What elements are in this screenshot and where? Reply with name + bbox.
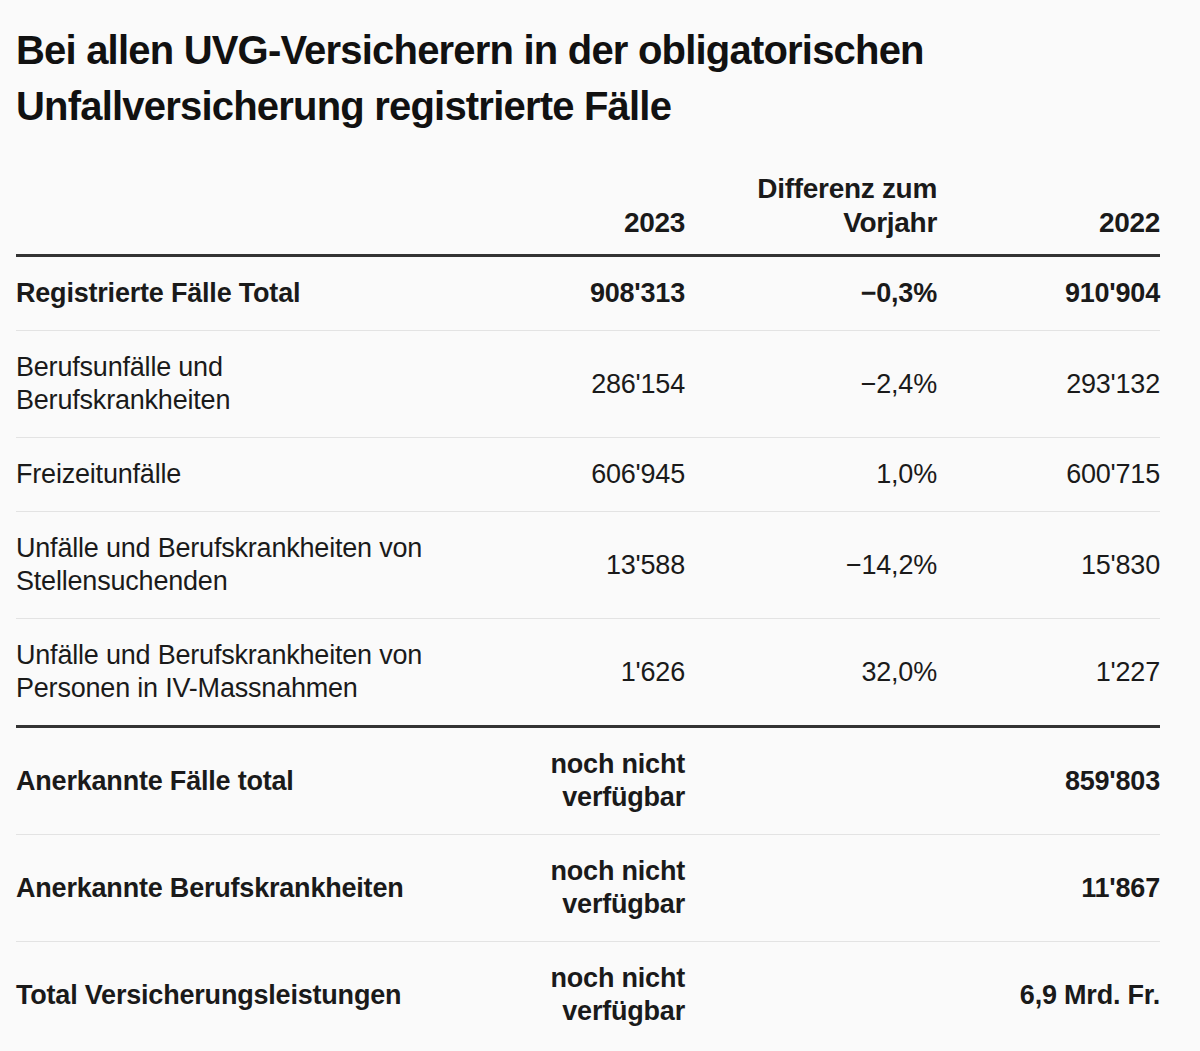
cell-2023: 13'588: [456, 512, 685, 619]
col-header-diff: Differenz zum Vorjahr: [685, 172, 937, 256]
col-header-2022: 2022: [937, 172, 1160, 256]
cell-2023: 1'626: [456, 619, 685, 727]
table-row: Anerkannte Fälle total noch nicht verfüg…: [16, 727, 1160, 835]
table-row: Unfälle und Berufskrankheiten von Person…: [16, 619, 1160, 727]
table-row: Unfälle und Berufskrankheiten von Stelle…: [16, 512, 1160, 619]
cell-diff: −2,4%: [685, 331, 937, 438]
cell-2022: 600'715: [937, 438, 1160, 512]
cell-diff: [685, 727, 937, 835]
cell-diff: [685, 835, 937, 942]
table-row: Freizeitunfälle 606'945 1,0% 600'715: [16, 438, 1160, 512]
table-row: Total Versicherungsleistungen noch nicht…: [16, 942, 1160, 1049]
cell-diff: −14,2%: [685, 512, 937, 619]
page: Bei allen UVG-Versicherern in der obliga…: [0, 0, 1200, 1048]
table-row: Registrierte Fälle Total 908'313 −0,3% 9…: [16, 256, 1160, 331]
cell-diff: [685, 942, 937, 1049]
cell-2022: 910'904: [937, 256, 1160, 331]
cell-2023: 286'154: [456, 331, 685, 438]
cell-2022: 15'830: [937, 512, 1160, 619]
cell-label: Unfälle und Berufskrankheiten von Person…: [16, 619, 456, 727]
cell-label: Registrierte Fälle Total: [16, 256, 456, 331]
table-row: Anerkannte Berufskrankheiten noch nicht …: [16, 835, 1160, 942]
cell-label: Anerkannte Berufskrankheiten: [16, 835, 456, 942]
cell-label: Freizeitunfälle: [16, 438, 456, 512]
page-title: Bei allen UVG-Versicherern in der obliga…: [16, 22, 1160, 134]
cell-label: Total Versicherungsleistungen: [16, 942, 456, 1049]
cell-label: Berufsunfälle und Berufskrankheiten: [16, 331, 456, 438]
cell-diff: −0,3%: [685, 256, 937, 331]
cell-diff: 32,0%: [685, 619, 937, 727]
cell-2023: 908'313: [456, 256, 685, 331]
cell-2022: 6,9 Mrd. Fr.: [937, 942, 1160, 1049]
table-body: Registrierte Fälle Total 908'313 −0,3% 9…: [16, 256, 1160, 1049]
cell-label: Anerkannte Fälle total: [16, 727, 456, 835]
cell-2022: 859'803: [937, 727, 1160, 835]
cell-diff: 1,0%: [685, 438, 937, 512]
cell-2023: noch nicht verfügbar: [456, 727, 685, 835]
col-header-empty: [16, 172, 456, 256]
cell-2023: noch nicht verfügbar: [456, 942, 685, 1049]
cases-table: 2023 Differenz zum Vorjahr 2022 Registri…: [16, 172, 1160, 1048]
cell-2022: 11'867: [937, 835, 1160, 942]
cell-label: Unfälle und Berufskrankheiten von Stelle…: [16, 512, 456, 619]
cell-2022: 293'132: [937, 331, 1160, 438]
col-header-2023: 2023: [456, 172, 685, 256]
table-row: Berufsunfälle und Berufskrankheiten 286'…: [16, 331, 1160, 438]
table-header: 2023 Differenz zum Vorjahr 2022: [16, 172, 1160, 256]
header-row: 2023 Differenz zum Vorjahr 2022: [16, 172, 1160, 256]
cell-2022: 1'227: [937, 619, 1160, 727]
cell-2023: noch nicht verfügbar: [456, 835, 685, 942]
cell-2023: 606'945: [456, 438, 685, 512]
